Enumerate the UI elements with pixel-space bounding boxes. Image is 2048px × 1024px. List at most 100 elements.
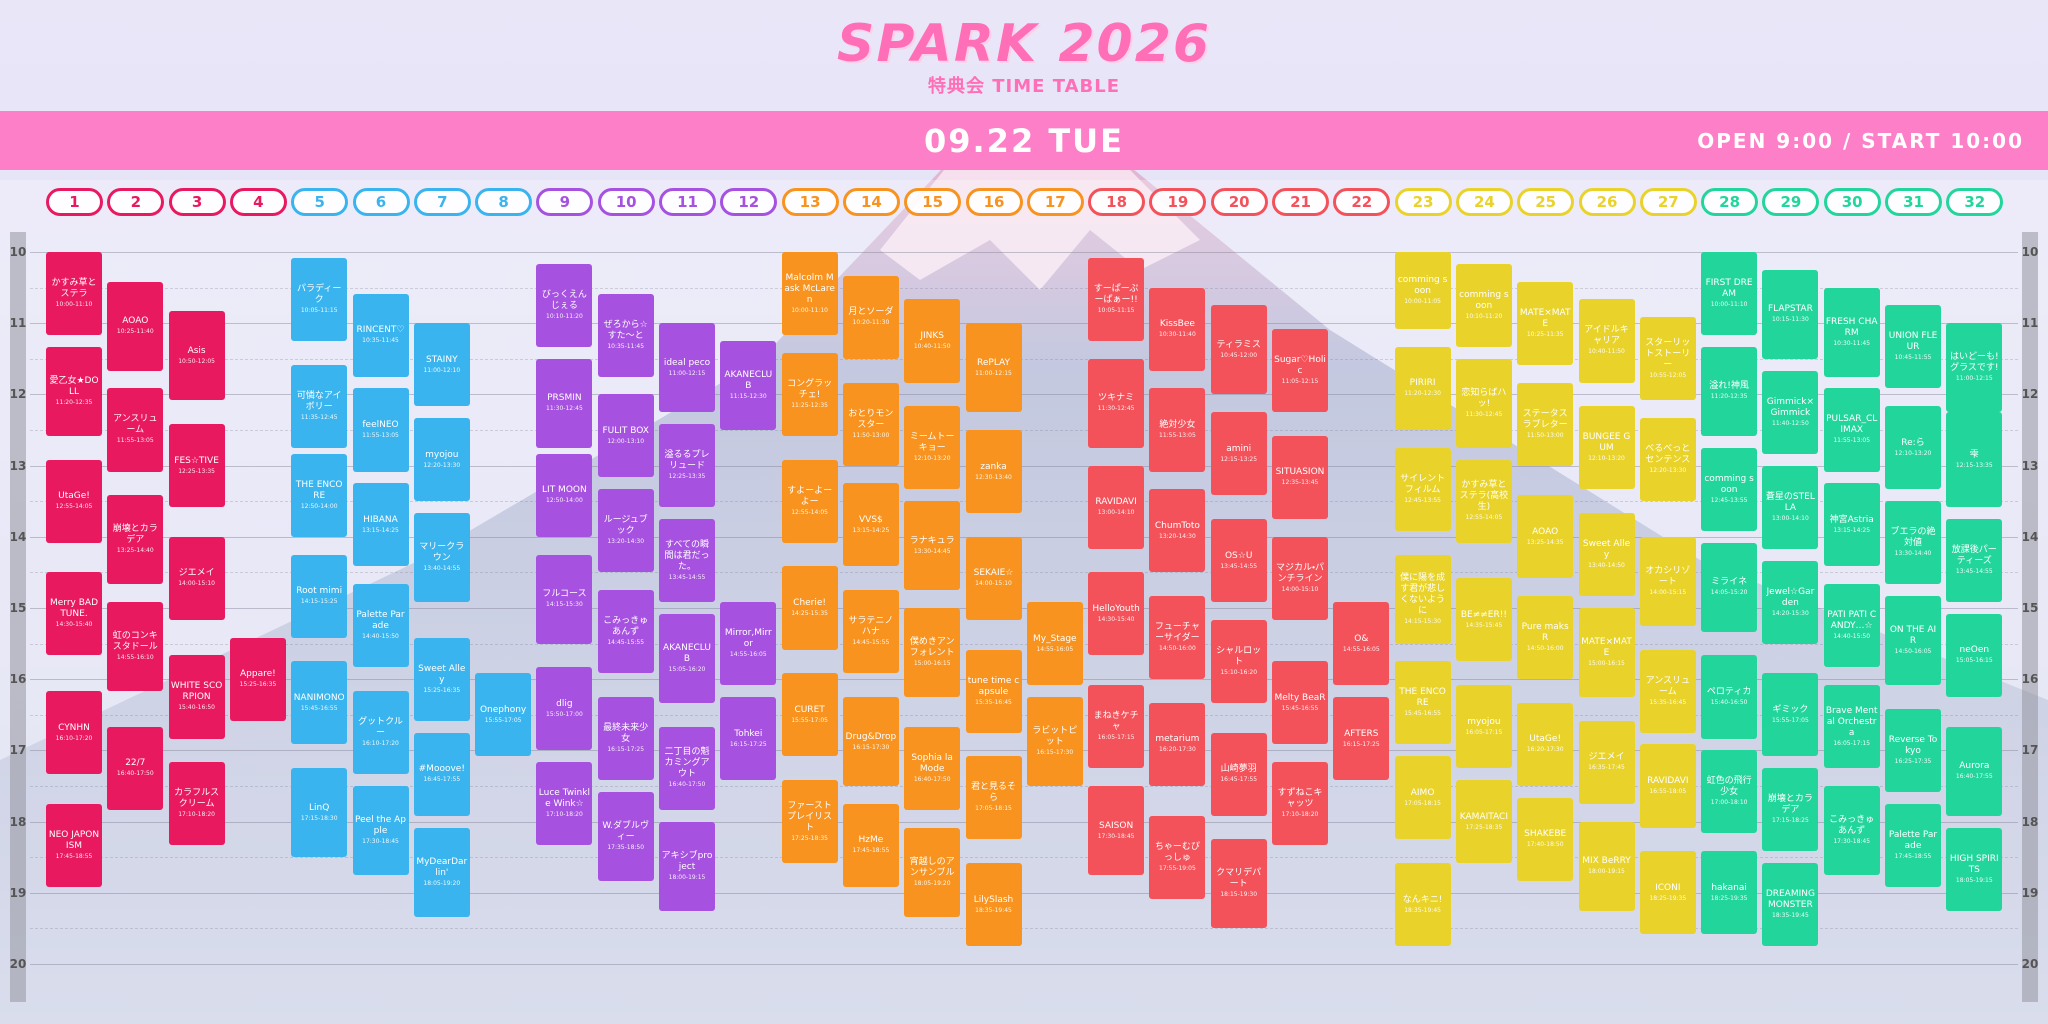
- slot-time: 11:40-12:50: [1772, 419, 1809, 427]
- slot-time: 10:45-11:55: [1894, 354, 1932, 362]
- slot-time: 14:50-16:00: [1159, 645, 1196, 653]
- slot-time: 14:00-15:10: [975, 580, 1012, 588]
- event-slot: My_Stage 14:55-16:05: [1026, 602, 1083, 686]
- artist-name: 溢るるプレリュード: [664, 450, 710, 472]
- slot-time: 11:30-12:45: [1465, 410, 1503, 418]
- artist-name: MATE×MATE: [1581, 637, 1632, 658]
- artist-name: metarium: [1155, 734, 1200, 745]
- artist-name: すーぱーぷーぱぁー!!: [1093, 283, 1139, 305]
- slot-time: 18:25-19:35: [1710, 894, 1748, 902]
- slot-time: 15:00-16:15: [1588, 660, 1625, 667]
- slot-time: 14:40-15:50: [362, 633, 399, 641]
- slot-time: 13:00-14:10: [1097, 509, 1135, 517]
- artist-name: feelNEO: [362, 419, 399, 430]
- hour-label: 16: [9, 672, 27, 687]
- slot-time: 15:10-16:20: [1220, 668, 1258, 676]
- slot-time: 11:20-12:35: [55, 398, 93, 406]
- slot-time: 13:45-14:55: [1220, 562, 1258, 570]
- event-slot: Melty BeaR 15:45-16:55: [1272, 661, 1328, 745]
- event-slot: ideal peco 11:00-12:15: [659, 323, 715, 413]
- artist-name: RePLAY: [977, 357, 1010, 368]
- artist-name: myojou: [425, 449, 459, 460]
- artist-name: Sophia la Mode: [911, 752, 953, 774]
- artist-name: ブエラの絶対値: [1890, 527, 1936, 549]
- half-hour-line: [30, 857, 2018, 859]
- slot-time: 14:15-15:25: [300, 598, 338, 606]
- slot-time: 18:05-19:20: [423, 879, 461, 887]
- event-slot: Tohkei 16:15-17:25: [720, 697, 777, 781]
- artist-name: 雫: [1969, 449, 1979, 460]
- artist-name: フルコース: [542, 589, 587, 600]
- slot-time: 18:05-19:15: [1955, 876, 1993, 884]
- stage-number: 10: [597, 188, 655, 216]
- event-slot: SHAKEBE 17:40-18:50: [1517, 797, 1574, 881]
- event-slot: ラナキュラ 13:30-14:45: [904, 501, 961, 591]
- hour-label: 12: [9, 387, 27, 402]
- stage-number: 1: [46, 188, 103, 216]
- artist-name: Sweet Alley: [1582, 539, 1631, 561]
- artist-name: Jewel☆Garden: [1766, 586, 1815, 608]
- artist-name: ルージュブック: [603, 515, 648, 537]
- event-slot: アンスリューム 15:35-16:45: [1639, 649, 1696, 733]
- stage-number: 16: [965, 188, 1023, 216]
- event-slot: 蒼星のSTELLA 13:00-14:10: [1762, 465, 1819, 549]
- artist-name: 崩壊とカラデア: [1767, 794, 1813, 816]
- event-logo: SPARK 2026: [836, 14, 1212, 74]
- artist-name: Tohkei: [734, 728, 763, 739]
- artist-name: W.ダブルヴィー: [602, 820, 650, 842]
- slot-time: 11:05-12:15: [1281, 378, 1319, 386]
- artist-name: グットクルー: [358, 717, 403, 739]
- stage-number: 7: [413, 188, 471, 216]
- hour-line: [30, 323, 2018, 325]
- hour-label: 16: [2021, 672, 2039, 687]
- event-slot: WHITE SCORPION 15:40-16:50: [168, 655, 225, 739]
- artist-name: Sugar♡Holic: [1274, 355, 1326, 377]
- event-slot: THE ENCORE 15:45-16:55: [1394, 661, 1451, 745]
- event-slot: マリークラウン 13:40-14:55: [413, 513, 470, 603]
- artist-name: RAVIDAVI: [1095, 497, 1137, 508]
- artist-name: LilySlash: [973, 894, 1014, 905]
- event-slot: サラテニノハナ 14:45-15:55: [842, 590, 899, 674]
- event-slot: かすみ草とステラ(高校生) 12:55-14:05: [1455, 459, 1512, 543]
- artist-name: 月とソーダ: [848, 307, 894, 318]
- event-slot: Reverse Tokyo 16:25-17:35: [1885, 708, 1941, 792]
- event-slot: metarium 16:20-17:30: [1149, 702, 1206, 786]
- hour-label: 13: [2021, 458, 2039, 473]
- slot-time: 16:35-17:45: [1588, 764, 1625, 772]
- event-slot: Cherie! 14:25-15:35: [781, 566, 838, 650]
- event-slot: FIRST DREAM 10:00-11:10: [1701, 252, 1758, 336]
- artist-name: Root mimi: [296, 586, 343, 597]
- artist-name: アンスリューム: [113, 414, 158, 436]
- event-slot: ティラミス 10:45-12:00: [1210, 305, 1267, 395]
- slot-time: 17:35-18:50: [607, 843, 645, 851]
- event-slot: OS☆U 13:45-14:55: [1210, 519, 1267, 603]
- slot-time: 18:25-19:35: [1649, 894, 1687, 902]
- artist-name: ちゃーむぴっしゅ: [1154, 841, 1200, 863]
- event-slot: フューチャーサイダー 14:50-16:00: [1149, 596, 1206, 680]
- event-slot: HIGH SPIRITS 18:05-19:15: [1946, 827, 2003, 911]
- artist-name: #Mooove!: [418, 764, 465, 775]
- artist-name: Merry BAD TUNE.: [50, 598, 98, 620]
- artist-name: MyDearDarlin': [416, 856, 468, 878]
- slot-time: 16:20-17:30: [1159, 746, 1196, 754]
- hour-label: 11: [2021, 316, 2039, 331]
- slot-time: 17:45-18:55: [55, 852, 93, 860]
- slot-time: 13:30-14:40: [1894, 550, 1932, 558]
- event-slot: KissBee 10:30-11:40: [1149, 287, 1206, 371]
- artist-name: フューチャーサイダー: [1154, 622, 1200, 644]
- artist-name: SEKAIE☆: [973, 568, 1014, 579]
- artist-name: ペロティカ: [1706, 686, 1752, 697]
- slot-time: 13:25-14:40: [116, 547, 154, 555]
- artist-name: BUNGEE GUM: [1582, 432, 1631, 454]
- slot-time: 11:00-12:15: [975, 369, 1012, 377]
- event-slot: zanka 12:30-13:40: [965, 430, 1022, 514]
- event-slot: dlig 15:50-17:00: [536, 667, 593, 751]
- artist-name: ジエメイ: [178, 568, 215, 579]
- artist-name: LinQ: [309, 802, 330, 813]
- artist-name: ICONI: [1655, 882, 1681, 893]
- event-slot: Drug&Drop 16:15-17:30: [842, 697, 899, 786]
- stage-number: 29: [1762, 188, 1820, 216]
- event-slot: myojou 16:05-17:15: [1455, 685, 1512, 769]
- artist-name: FRESH CHARM: [1825, 316, 1878, 338]
- artist-name: OS☆U: [1224, 550, 1253, 561]
